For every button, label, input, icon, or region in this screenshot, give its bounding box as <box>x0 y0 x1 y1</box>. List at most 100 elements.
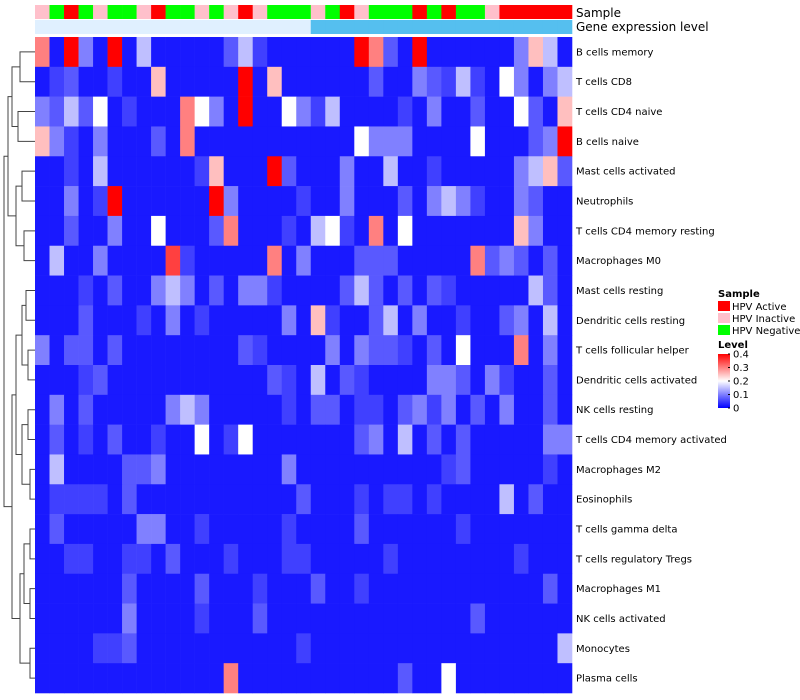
heatmap-cell <box>397 335 413 366</box>
heatmap-cell <box>194 186 210 217</box>
heatmap-cell <box>513 245 529 276</box>
gene-expression-annotation-cell <box>267 20 283 34</box>
heatmap-cell <box>194 215 210 247</box>
sample-annotation-cell <box>397 5 413 19</box>
heatmap-cell <box>441 394 457 425</box>
sample-annotation-cell <box>35 5 50 19</box>
heatmap-cell <box>122 305 137 336</box>
heatmap-cell <box>470 573 486 604</box>
heatmap-cell <box>296 573 312 604</box>
heatmap-cell <box>470 543 486 575</box>
heatmap-cell <box>397 66 413 97</box>
heatmap-cell <box>267 275 283 306</box>
heatmap-cell <box>223 305 239 336</box>
heatmap-cell <box>223 573 239 604</box>
heatmap-cell <box>49 514 65 545</box>
heatmap-cell <box>310 186 326 217</box>
sample-annotation-cell <box>499 5 515 19</box>
heatmap-cell <box>441 663 457 694</box>
heatmap-cell <box>354 603 370 634</box>
heatmap-cell <box>107 186 123 217</box>
legend-entry-label: HPV Negative <box>732 326 800 337</box>
heatmap-cell <box>412 663 428 694</box>
heatmap-cell <box>310 603 326 634</box>
heatmap-cell <box>151 305 166 336</box>
heatmap-cell <box>397 603 413 634</box>
heatmap-cell <box>209 365 224 396</box>
heatmap-cell <box>223 66 239 97</box>
heatmap-cell <box>107 454 123 485</box>
heatmap-cell <box>513 663 529 694</box>
heatmap-cell <box>165 543 181 575</box>
heatmap-cell <box>484 394 500 425</box>
gene-expression-annotation-cell <box>484 20 500 34</box>
heatmap-cell <box>35 275 50 306</box>
heatmap-cell <box>107 66 123 97</box>
heatmap-cell <box>35 365 50 396</box>
heatmap-cell <box>484 126 500 157</box>
heatmap-cell <box>252 96 268 127</box>
heatmap-cell <box>528 66 544 97</box>
heatmap-cell <box>513 156 529 187</box>
heatmap-cell <box>310 126 326 157</box>
heatmap-cell <box>165 96 181 127</box>
heatmap-cell <box>557 66 573 97</box>
heatmap-cell <box>64 573 79 604</box>
heatmap-cell <box>281 365 297 396</box>
heatmap-cell <box>325 305 341 336</box>
heatmap-cell <box>49 275 65 306</box>
heatmap-cell <box>107 96 123 127</box>
heatmap-cell <box>296 96 312 127</box>
heatmap-cell <box>426 126 442 157</box>
heatmap-cell <box>209 603 224 634</box>
heatmap-cell <box>484 335 500 366</box>
heatmap-cell <box>412 215 428 247</box>
row-label: Macrophages M1 <box>576 584 661 595</box>
heatmap-cell <box>223 543 239 575</box>
heatmap-cell <box>339 335 355 366</box>
heatmap-cell <box>412 424 428 455</box>
heatmap-cell <box>325 484 341 515</box>
heatmap-cell <box>64 484 79 515</box>
heatmap-cell <box>354 275 370 306</box>
heatmap-cell <box>383 514 399 545</box>
heatmap-cell <box>354 514 370 545</box>
gene-expression-annotation-cell <box>397 20 413 34</box>
heatmap-cell <box>528 305 544 336</box>
heatmap-cell <box>397 394 413 425</box>
gene-expression-annotation-cell <box>383 20 399 34</box>
heatmap-cell <box>470 663 486 694</box>
heatmap-cell <box>281 573 297 604</box>
heatmap-cell <box>542 66 558 97</box>
heatmap-cell <box>296 484 312 515</box>
heatmap-cell <box>339 215 355 247</box>
heatmap-cell <box>557 603 573 634</box>
heatmap-cell <box>368 275 384 306</box>
heatmap-cell <box>165 186 181 217</box>
heatmap-cell <box>470 215 486 247</box>
heatmap-cell <box>151 365 166 396</box>
dendrogram-branch <box>11 66 20 127</box>
sample-annotation-cell <box>165 5 181 19</box>
heatmap-cell <box>238 543 254 575</box>
heatmap-cell <box>107 37 123 68</box>
heatmap-cell <box>354 215 370 247</box>
sample-annotation-cell <box>470 5 486 19</box>
sample-annotation-cell <box>151 5 166 19</box>
heatmap-cell <box>383 394 399 425</box>
heatmap-cell <box>49 37 65 68</box>
heatmap-cell <box>35 126 50 157</box>
heatmap-cell <box>513 96 529 127</box>
heatmap-cell <box>368 186 384 217</box>
heatmap-cell <box>194 573 210 604</box>
heatmap-cell <box>441 305 457 336</box>
heatmap-cell <box>35 156 50 187</box>
sample-annotation-cell <box>441 5 457 19</box>
heatmap-cell <box>499 215 515 247</box>
heatmap-cell <box>49 573 65 604</box>
heatmap-cell <box>209 573 224 604</box>
heatmap-cell <box>383 275 399 306</box>
heatmap-cell <box>470 335 486 366</box>
heatmap-cell <box>64 126 79 157</box>
